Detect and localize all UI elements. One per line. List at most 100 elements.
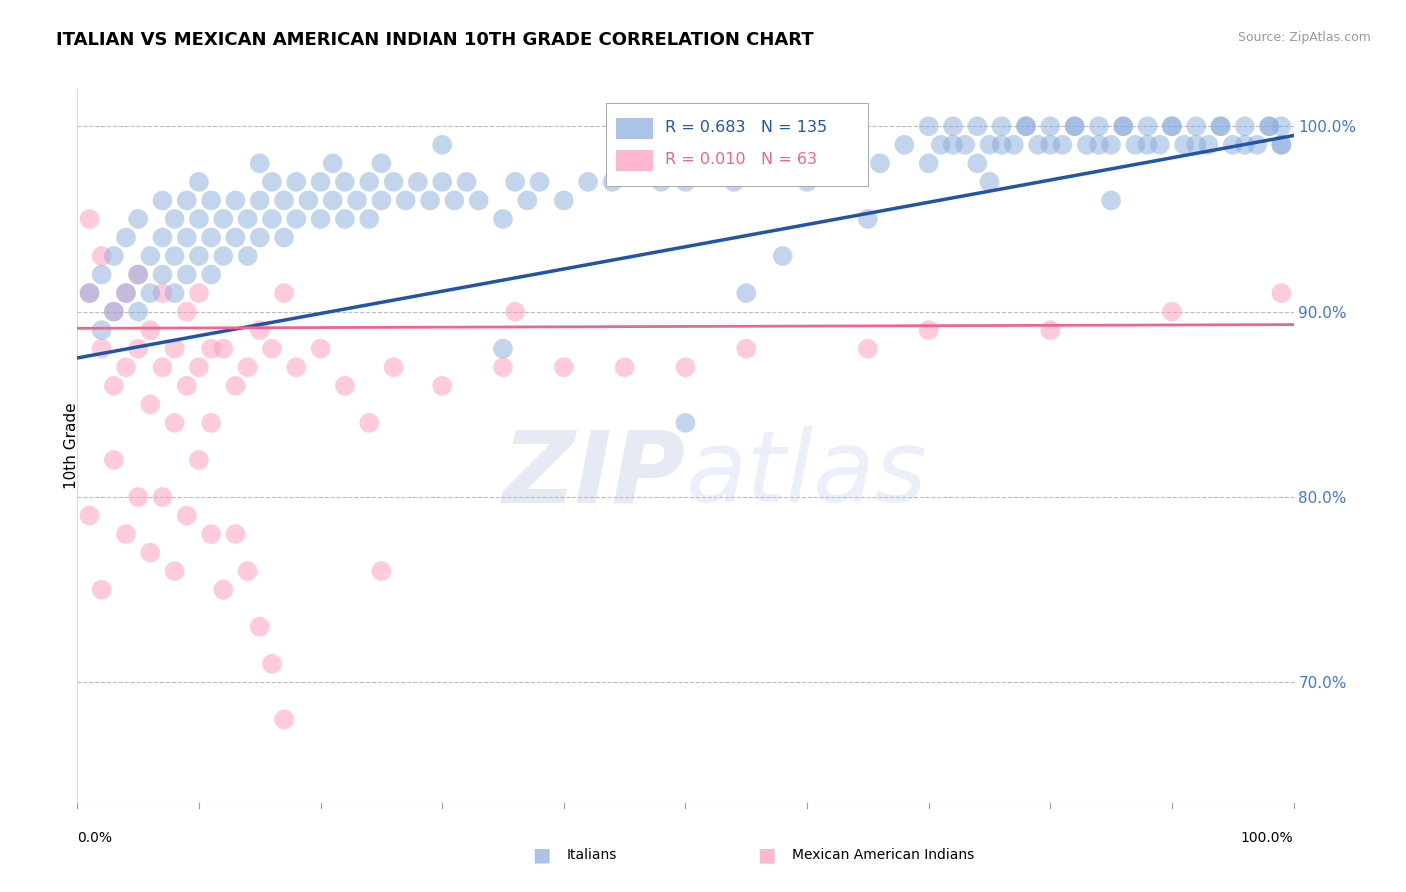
- Point: [346, 194, 368, 208]
- Point: [188, 211, 211, 226]
- Point: [382, 360, 405, 375]
- Point: [90, 582, 112, 597]
- Point: [979, 175, 1001, 189]
- Text: Italians: Italians: [567, 847, 617, 862]
- Text: ITALIAN VS MEXICAN AMERICAN INDIAN 10TH GRADE CORRELATION CHART: ITALIAN VS MEXICAN AMERICAN INDIAN 10TH …: [56, 31, 814, 49]
- Point: [188, 249, 211, 263]
- Point: [1233, 120, 1256, 134]
- Point: [103, 304, 125, 318]
- Point: [845, 137, 868, 152]
- Point: [188, 175, 211, 189]
- Point: [1233, 137, 1256, 152]
- Point: [90, 342, 112, 356]
- Point: [735, 286, 758, 301]
- Point: [432, 378, 454, 392]
- Point: [990, 137, 1012, 152]
- Point: [322, 194, 344, 208]
- Point: [942, 120, 965, 134]
- Point: [188, 360, 211, 375]
- Point: [966, 156, 988, 170]
- Point: [224, 194, 246, 208]
- Point: [260, 342, 283, 356]
- Point: [443, 194, 465, 208]
- Point: [772, 249, 794, 263]
- Point: [856, 342, 879, 356]
- Point: [224, 230, 246, 244]
- Point: [115, 286, 138, 301]
- Point: [1136, 120, 1159, 134]
- Point: [152, 286, 174, 301]
- Point: [285, 175, 308, 189]
- Point: [516, 194, 538, 208]
- Point: [467, 194, 489, 208]
- Text: 100.0%: 100.0%: [1241, 831, 1294, 846]
- Text: atlas: atlas: [686, 426, 927, 523]
- Point: [1015, 120, 1038, 134]
- Bar: [616, 150, 652, 171]
- Point: [115, 230, 138, 244]
- Text: R = 0.010   N = 63: R = 0.010 N = 63: [665, 152, 817, 167]
- Point: [1112, 120, 1135, 134]
- Point: [1039, 120, 1062, 134]
- Text: 0.0%: 0.0%: [77, 831, 112, 846]
- Point: [212, 211, 235, 226]
- Point: [918, 120, 941, 134]
- Point: [103, 249, 125, 263]
- Point: [492, 342, 515, 356]
- Point: [236, 211, 259, 226]
- Point: [553, 360, 575, 375]
- Point: [273, 194, 295, 208]
- Point: [1161, 120, 1184, 134]
- Point: [456, 175, 478, 189]
- Point: [419, 194, 441, 208]
- Point: [188, 286, 211, 301]
- Point: [1149, 137, 1171, 152]
- Point: [127, 211, 149, 226]
- Point: [79, 286, 101, 301]
- Point: [200, 416, 222, 430]
- Text: Mexican American Indians: Mexican American Indians: [792, 847, 974, 862]
- Point: [1112, 120, 1135, 134]
- Point: [139, 397, 162, 411]
- Point: [613, 360, 636, 375]
- Point: [953, 137, 976, 152]
- Point: [395, 194, 418, 208]
- Point: [103, 378, 125, 392]
- Point: [1125, 137, 1147, 152]
- Point: [1052, 137, 1074, 152]
- Point: [869, 156, 891, 170]
- Point: [990, 120, 1012, 134]
- Point: [200, 268, 222, 282]
- Point: [1039, 137, 1062, 152]
- Point: [918, 323, 941, 337]
- Point: [163, 211, 186, 226]
- Point: [79, 508, 101, 523]
- Point: [929, 137, 952, 152]
- Point: [260, 175, 283, 189]
- Text: Source: ZipAtlas.com: Source: ZipAtlas.com: [1237, 31, 1371, 45]
- Point: [249, 194, 271, 208]
- Point: [1270, 120, 1292, 134]
- Point: [115, 286, 138, 301]
- Point: [285, 211, 308, 226]
- Point: [747, 156, 769, 170]
- Point: [103, 453, 125, 467]
- Point: [1088, 137, 1111, 152]
- Point: [152, 490, 174, 504]
- Point: [79, 286, 101, 301]
- Point: [212, 249, 235, 263]
- Point: [152, 360, 174, 375]
- Point: [1197, 137, 1219, 152]
- Point: [492, 360, 515, 375]
- Point: [602, 175, 624, 189]
- Text: ■: ■: [531, 845, 551, 864]
- Point: [176, 268, 198, 282]
- Point: [1258, 120, 1281, 134]
- Point: [249, 323, 271, 337]
- Point: [273, 286, 295, 301]
- Point: [942, 137, 965, 152]
- Point: [115, 527, 138, 541]
- Point: [1270, 137, 1292, 152]
- Point: [1270, 286, 1292, 301]
- Point: [152, 194, 174, 208]
